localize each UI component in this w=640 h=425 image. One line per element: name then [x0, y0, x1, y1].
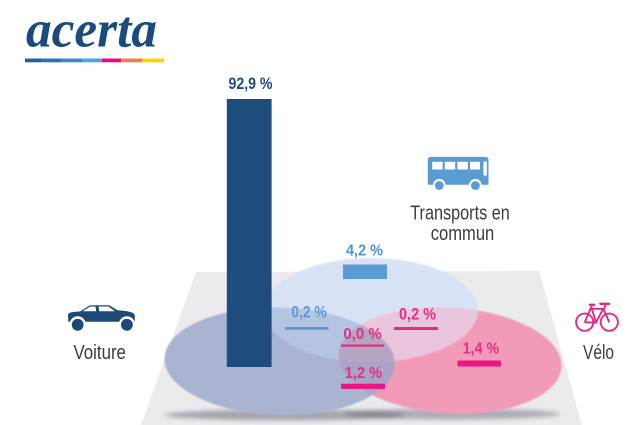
svg-text:acerta: acerta — [26, 2, 157, 59]
svg-text:Transports en: Transports en — [410, 203, 510, 225]
svg-text:Vélo: Vélo — [583, 342, 614, 364]
svg-text:commun: commun — [431, 223, 495, 245]
svg-text:0,2 %: 0,2 % — [399, 305, 436, 324]
svg-text:Voiture: Voiture — [73, 342, 126, 364]
svg-text:0,2 %: 0,2 % — [291, 303, 327, 322]
svg-text:4,2 %: 4,2 % — [346, 243, 383, 260]
svg-text:0,0 %: 0,0 % — [343, 326, 382, 343]
svg-text:1,4 %: 1,4 % — [463, 341, 500, 358]
svg-text:92,9 %: 92,9 % — [229, 74, 273, 93]
svg-text:1,2 %: 1,2 % — [345, 365, 382, 382]
